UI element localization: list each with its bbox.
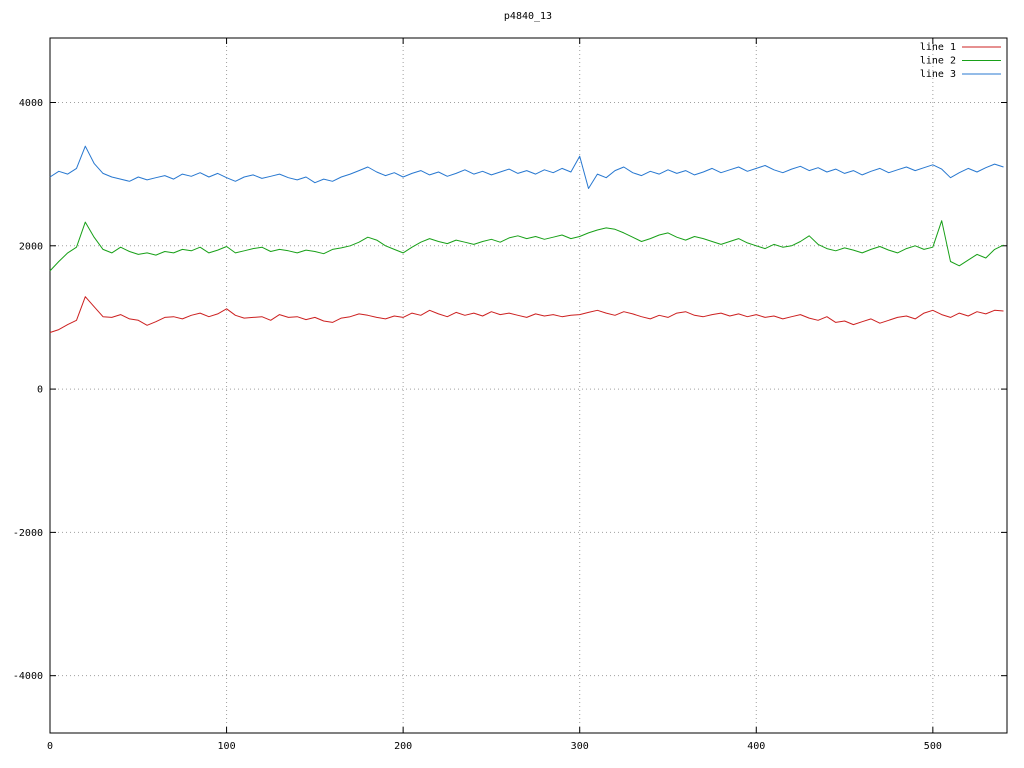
y-tick-label: 0 — [37, 385, 43, 396]
x-tick-label: 0 — [47, 741, 53, 752]
x-tick-label: 100 — [218, 741, 236, 752]
series-line-3 — [49, 145, 1004, 189]
y-tick-label: 2000 — [19, 241, 43, 252]
series-line-1 — [49, 296, 1004, 333]
plot-border — [49, 37, 1008, 734]
grid-layer — [49, 38, 1007, 733]
legend: line 1 line 2 line 3 — [920, 42, 1001, 80]
x-tick-label: 300 — [571, 741, 589, 752]
x-tick-label: 200 — [394, 741, 412, 752]
y-tick-label: -4000 — [13, 671, 43, 682]
y-tick-label: 4000 — [19, 98, 43, 109]
chart-title: p4840_13 — [504, 11, 552, 22]
legend-label: line 1 — [920, 42, 956, 53]
x-tick-label: 400 — [747, 741, 765, 752]
x-tick-label: 500 — [924, 741, 942, 752]
series-line-2 — [49, 220, 1004, 272]
legend-label: line 3 — [920, 69, 956, 80]
axis-layer: 0 100 200 300 400 500 -4000 -2000 0 2000 4000 — [13, 37, 1008, 752]
legend-label: line 2 — [920, 56, 956, 67]
y-tick-label: -2000 — [13, 528, 43, 539]
series-layer — [49, 145, 1004, 333]
